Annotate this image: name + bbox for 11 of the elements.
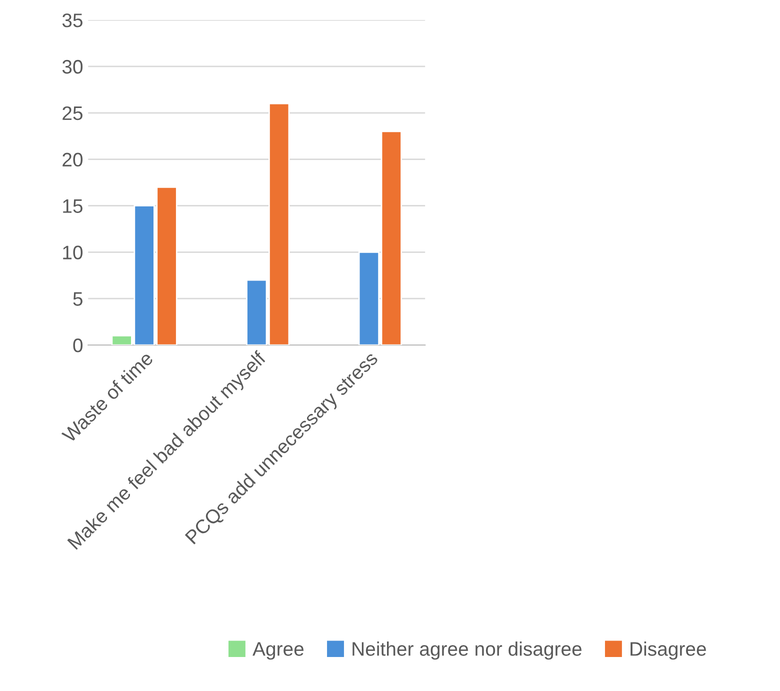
legend-label: Neither agree nor disagree [352, 642, 582, 660]
y-tick-label: 5 [73, 292, 82, 306]
y-tick-label: 25 [62, 106, 82, 120]
legend-label: Disagree [630, 642, 706, 660]
y-tick-label: 10 [63, 246, 83, 260]
y-tick-label: 30 [62, 60, 83, 74]
y-tick-label: 0 [73, 338, 83, 352]
y-tick-label: 35 [62, 14, 82, 28]
legend-label: Agree [252, 642, 304, 660]
y-tick-label: 15 [63, 199, 82, 213]
y-tick-label: 20 [62, 152, 83, 167]
